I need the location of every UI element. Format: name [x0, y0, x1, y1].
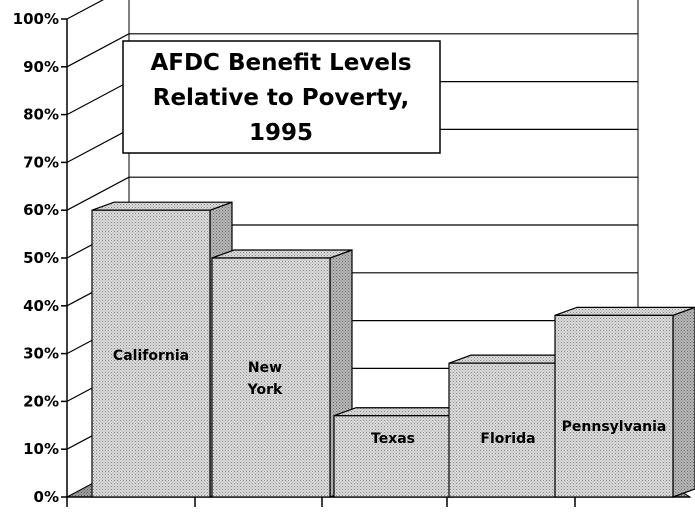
bar-top	[211, 249, 353, 259]
y-tick-label: 60%	[23, 201, 59, 219]
chart-title-line-3: 1995	[249, 120, 313, 146]
gridline-diagonal	[66, 33, 130, 68]
gridline-diagonal	[66, 0, 104, 20]
y-tick-label: 100%	[13, 10, 59, 28]
chart-title-line-1: AFDC Benefit Levels	[150, 50, 411, 76]
y-tick-label: 20%	[23, 392, 59, 410]
bar-front	[91, 209, 211, 498]
chart-title-frame	[122, 40, 441, 154]
bar-top	[554, 306, 695, 316]
y-tick-label: 90%	[23, 58, 59, 76]
y-tick-label: 50%	[23, 249, 59, 267]
bar-front	[211, 257, 331, 498]
bar-label: California	[113, 348, 189, 364]
bar-label: New	[248, 360, 282, 376]
bar-front	[554, 314, 674, 498]
bar-label: Texas	[371, 431, 415, 447]
y-tick-label: 30%	[23, 345, 59, 363]
bar-label: Pennsylvania	[562, 419, 667, 435]
y-tick-label: 80%	[23, 106, 59, 124]
y-tick-label: 70%	[23, 153, 59, 171]
bar-label: York	[247, 382, 283, 398]
gridline-diagonal	[66, 128, 130, 163]
chart-title-line-2: Relative to Poverty,	[153, 85, 410, 111]
bar-pennsylvania	[554, 306, 695, 498]
bar-top	[91, 201, 233, 211]
bars-layer	[91, 201, 695, 498]
bar-front	[333, 415, 453, 498]
y-tick-label: 0%	[34, 488, 59, 506]
bar-label: Florida	[480, 431, 535, 447]
y-tick-label: 10%	[23, 440, 59, 458]
y-tick-label: 40%	[23, 297, 59, 315]
gridline-diagonal	[66, 176, 130, 211]
gridline-diagonal	[66, 81, 130, 116]
bar-labels-layer: California New York Texas Florida Pennsylvani…	[113, 348, 666, 447]
bar-side	[672, 306, 695, 498]
chart-title-box: AFDC Benefit Levels Relative to Poverty,…	[122, 40, 441, 154]
